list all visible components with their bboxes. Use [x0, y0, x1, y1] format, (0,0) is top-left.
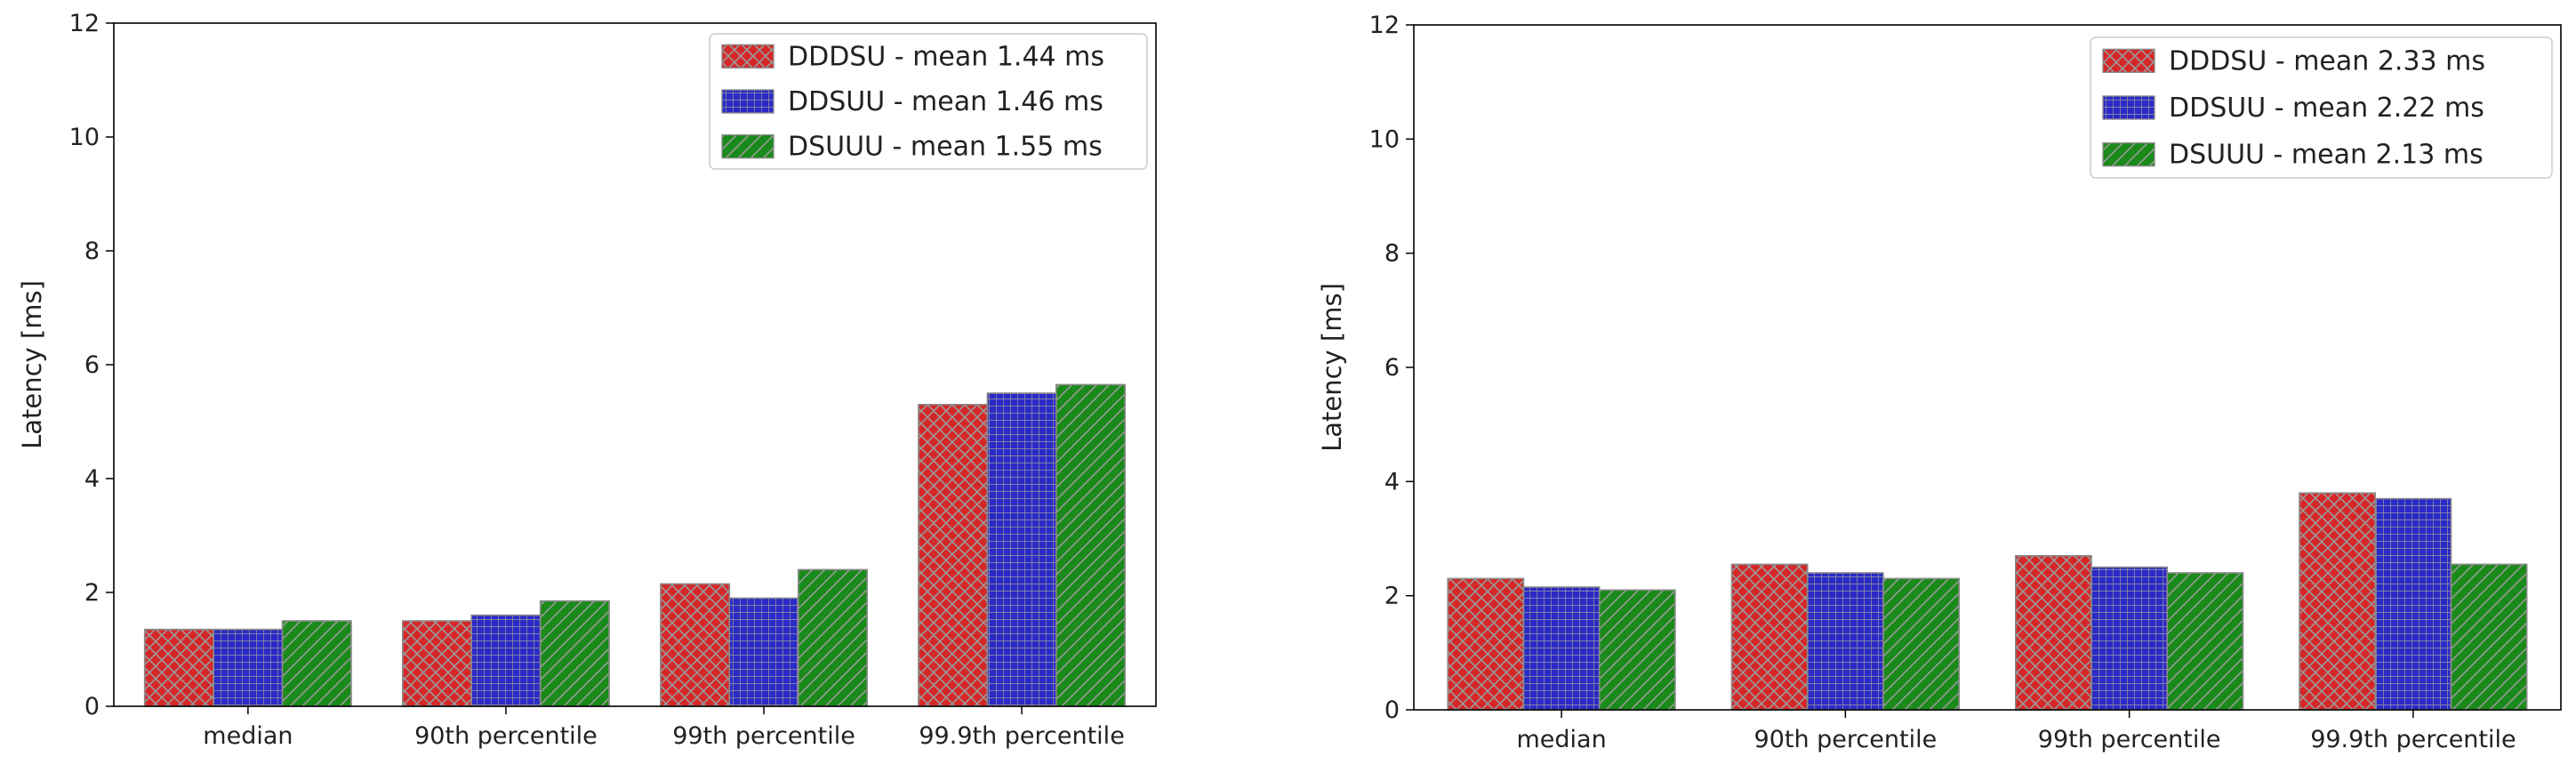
legend-swatch-diagonal — [721, 134, 774, 159]
bar-crosshatch-3 — [2015, 554, 2092, 711]
legend-swatch-grid — [721, 89, 774, 114]
axes-frame — [1413, 24, 2562, 711]
bar-crosshatch-4 — [918, 403, 989, 707]
legend-entry: DDSUU - mean 2.22 ms — [2169, 93, 2484, 124]
legend-swatch-grid — [2102, 95, 2155, 120]
legend-entry: DDDSU - mean 2.33 ms — [2169, 45, 2485, 76]
bar-grid-4 — [986, 392, 1057, 707]
bar-diagonal-4 — [2450, 563, 2528, 711]
bar-diagonal-3 — [797, 568, 868, 707]
bar-grid-3 — [2090, 566, 2168, 711]
legend-entry: DDDSU - mean 1.44 ms — [788, 41, 1104, 72]
legend-swatch-crosshatch — [721, 44, 774, 68]
bar-diagonal-1 — [281, 620, 352, 707]
y-tick-label: 4 — [84, 465, 100, 493]
y-tick-label: 0 — [1384, 697, 1400, 724]
left-chart: median 90th percentile 99th percentile 99.9… — [17, 10, 1157, 750]
y-tick-label: 0 — [84, 693, 100, 721]
x-tick-label: 90th percentile — [1754, 726, 1938, 753]
bar-crosshatch-3 — [660, 583, 731, 707]
bar-grid-3 — [728, 597, 799, 707]
y-tick-label: 8 — [1384, 240, 1400, 268]
bar-crosshatch-4 — [2299, 492, 2376, 711]
legend-entry: DSUUU - mean 2.13 ms — [2169, 140, 2484, 171]
bar-diagonal-3 — [2166, 572, 2244, 711]
x-tick-label: 90th percentile — [414, 722, 598, 750]
legend: DDDSU - mean 2.33 ms DDSUU - mean 2.22 ms… — [2090, 36, 2553, 179]
y-axis-label: Latency [ms] — [17, 280, 47, 449]
bar-crosshatch-2 — [1730, 563, 1809, 711]
x-tick-label: 99th percentile — [2038, 726, 2221, 753]
y-tick-label: 2 — [1384, 583, 1400, 610]
y-tick-label: 12 — [1369, 12, 1400, 39]
x-tick-label: 99.9th percentile — [2310, 726, 2516, 753]
bar-crosshatch-1 — [1447, 577, 1525, 711]
bar-grid-2 — [1806, 572, 1884, 711]
bar-crosshatch-2 — [401, 620, 472, 707]
x-tick-label: median — [203, 722, 293, 750]
legend-box — [2090, 36, 2553, 179]
bar-diagonal-2 — [1882, 577, 1960, 711]
bar-grid-1 — [1522, 586, 1601, 711]
legend-swatch-crosshatch — [2102, 48, 2155, 73]
bar-grid-1 — [213, 628, 284, 707]
legend-entry: DSUUU - mean 1.55 ms — [788, 132, 1103, 163]
y-tick-label: 6 — [84, 351, 100, 379]
x-tick-label: 99.9th percentile — [919, 722, 1124, 750]
axes-frame — [113, 22, 1157, 707]
legend-box — [709, 33, 1148, 170]
y-tick-label: 10 — [69, 124, 100, 151]
right-chart: median 90th percentile 99th percentile 99.9… — [1317, 12, 2562, 753]
y-tick-label: 10 — [1369, 125, 1400, 153]
x-tick-label: median — [1516, 726, 1606, 753]
bar-diagonal-2 — [539, 600, 610, 707]
bar-diagonal-4 — [1055, 383, 1127, 707]
y-tick-label: 12 — [69, 10, 100, 37]
y-tick-label: 6 — [1384, 354, 1400, 382]
bar-grid-2 — [470, 614, 542, 707]
legend: DDDSU - mean 1.44 ms DDSUU - mean 1.46 ms… — [709, 33, 1148, 170]
y-tick-label: 4 — [1384, 468, 1400, 495]
bar-diagonal-1 — [1598, 589, 1676, 711]
legend-swatch-diagonal — [2102, 142, 2155, 167]
bar-crosshatch-1 — [143, 628, 214, 707]
legend-entry: DDSUU - mean 1.46 ms — [788, 86, 1103, 117]
y-axis-label: Latency [ms] — [1317, 283, 1347, 452]
x-tick-label: 99th percentile — [672, 722, 855, 750]
y-tick-label: 8 — [84, 238, 100, 265]
bar-grid-4 — [2374, 497, 2452, 711]
y-tick-label: 2 — [84, 579, 100, 607]
